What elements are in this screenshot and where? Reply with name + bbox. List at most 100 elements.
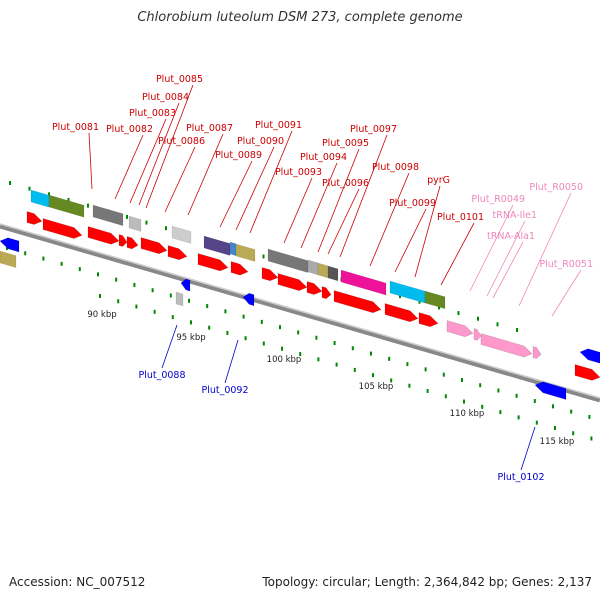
forward-gene [261,267,279,282]
cog-box [171,225,192,244]
forward-gene [333,290,382,314]
gene-label: Plut_0087 [186,123,233,134]
forward-gene [574,364,600,381]
cog-box [92,204,124,227]
scale-label: 90 kbp [87,310,116,320]
leader-line [224,339,239,384]
leader-line [164,146,196,213]
gene-label: Plut_0101 [437,212,484,223]
forward-gene [42,218,83,239]
scale-label: 110 kbp [450,409,485,419]
scale-label: 105 kbp [359,382,394,392]
leader-line [551,269,582,317]
cog-box [327,265,339,282]
forward-gene [140,237,168,255]
scale-label: 95 kbp [176,333,205,343]
map-title: Chlorobium luteolum DSM 273, complete ge… [137,10,463,25]
leader-line [486,220,526,297]
forward-gene [26,211,43,225]
accession-label: Accession: NC_007512 [9,575,146,589]
forward-gene [418,312,439,328]
forward-gene [321,286,332,300]
cog-box [0,250,17,268]
leader-line [369,172,410,267]
leader-line [249,130,293,234]
leader-line [469,204,514,292]
rna-label: tRNA-Ile1 [493,210,537,221]
reverse-gene [534,381,567,400]
cog-box [317,262,329,279]
leader-line [129,118,167,204]
forward-gene [197,253,229,272]
cog-box [424,290,446,310]
forward-gene [118,234,128,247]
gene-label: Plut_0092 [201,385,248,396]
genome-summary: Topology: circular; Length: 2,364,842 bp… [262,575,592,589]
rna-label: Plut_R0049 [471,194,525,205]
leader-line [300,162,338,249]
gene-label: Plut_0089 [215,150,262,161]
label-leader-lines [88,84,582,471]
leader-line [518,192,572,307]
forward-gene [277,273,308,291]
cog-box [340,269,387,296]
gene-label: Plut_0096 [322,178,369,189]
reverse-gene [242,292,255,307]
cog-box [307,259,319,276]
leader-line [235,146,275,231]
rna-gene [532,346,542,359]
gene-label: Plut_0091 [255,120,302,131]
cog-box [175,291,184,307]
gene-label: Plut_0102 [497,472,544,483]
gene-label: Plut_0093 [275,167,322,178]
leader-line [187,133,224,216]
cog-category-boxes [0,189,446,310]
forward-gene [384,303,419,323]
gene-label: Plut_0085 [156,74,203,85]
gene-label: Plut_0084 [142,92,189,103]
leader-line [161,324,178,369]
leader-line [114,134,144,200]
leader-line [327,188,360,255]
leader-line [492,241,524,299]
gene-label: Plut_0094 [300,152,347,163]
cog-box [267,248,309,273]
gene-label: Plut_0088 [138,370,185,381]
reverse-gene [579,348,600,364]
rna-label: Plut_R0050 [529,182,583,193]
leader-line [88,132,93,190]
forward-gene [306,281,323,295]
leader-line [317,148,360,253]
leader-line [219,160,253,228]
reverse-gene [0,237,20,253]
genome-backbone [0,223,600,403]
scale-label: 100 kbp [267,355,302,365]
cog-box [128,215,142,232]
leader-line [440,222,475,286]
forward-gene [126,236,139,250]
leader-line [414,185,441,278]
scale-label: 115 kbp [540,437,575,447]
leader-line [283,177,313,244]
rna-gene [446,320,474,338]
forward-gene [167,245,188,261]
scale-tick-labels: 90 kbp 95 kbp 100 kbp 105 kbp 110 kbp 115 kbp [87,310,574,447]
leader-line [138,102,180,206]
gene-label: pyrG [427,175,450,186]
cog-box [203,235,231,256]
gene-label: Plut_0095 [322,138,369,149]
rna-label: tRNA-Ala1 [487,231,535,242]
gene-label: Plut_0081 [52,122,99,133]
gene-label: Plut_0090 [237,136,284,147]
leader-line [520,426,536,471]
forward-gene [230,261,249,276]
cog-box [48,194,85,218]
leader-line [145,84,194,209]
gene-label: Plut_0086 [158,136,205,147]
gene-label: Plut_0098 [372,162,419,173]
gene-features [0,211,600,400]
gene-labels: Plut_0081 Plut_0082 Plut_0083 Plut_0084 Plut… [52,74,593,483]
leader-line [339,134,388,258]
gene-label: Plut_0082 [106,124,153,135]
